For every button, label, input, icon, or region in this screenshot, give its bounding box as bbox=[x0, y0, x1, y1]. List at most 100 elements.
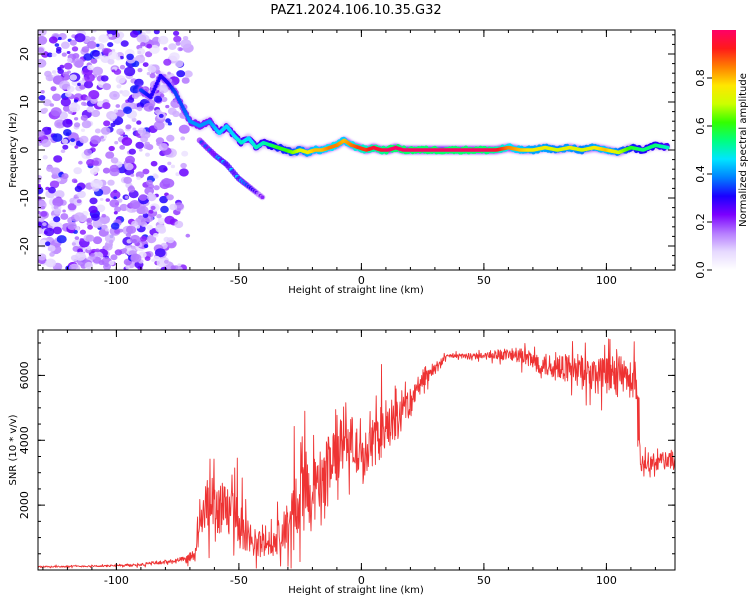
noise-blob bbox=[87, 64, 94, 71]
noise-blob bbox=[81, 101, 87, 106]
noise-blob bbox=[70, 254, 79, 262]
snr-line bbox=[38, 338, 675, 569]
noise-blob bbox=[61, 138, 69, 144]
noise-blob bbox=[74, 117, 79, 121]
noise-blob bbox=[74, 122, 81, 128]
noise-blob bbox=[115, 104, 121, 108]
noise-blob bbox=[140, 54, 144, 58]
noise-blob bbox=[182, 36, 189, 41]
noise-blob bbox=[134, 78, 144, 87]
noise-blob bbox=[136, 176, 141, 181]
noise-blob bbox=[156, 267, 160, 270]
noise-blob bbox=[67, 222, 77, 230]
noise-blob bbox=[45, 241, 51, 246]
noise-blob bbox=[38, 179, 41, 183]
noise-blob bbox=[38, 210, 41, 214]
noise-blob bbox=[167, 71, 171, 75]
noise-blob bbox=[86, 159, 95, 167]
noise-blob bbox=[53, 155, 63, 163]
x-tick-label: -50 bbox=[230, 574, 248, 587]
noise-blob bbox=[87, 40, 97, 49]
noise-blob bbox=[166, 194, 174, 201]
noise-blob bbox=[156, 258, 167, 268]
noise-blob bbox=[43, 99, 52, 107]
noise-blob bbox=[67, 203, 77, 211]
noise-blob bbox=[38, 47, 45, 53]
noise-blob bbox=[89, 197, 98, 205]
noise-blob bbox=[175, 172, 180, 177]
noise-blob bbox=[121, 90, 130, 97]
x-tick-label: -100 bbox=[104, 574, 129, 587]
noise-blob bbox=[105, 151, 115, 159]
noise-blob bbox=[50, 107, 62, 117]
noise-blob bbox=[129, 85, 140, 94]
noise-blob bbox=[91, 109, 101, 118]
noise-blob bbox=[105, 228, 109, 232]
x-tick-label: 100 bbox=[596, 574, 617, 587]
noise-blob bbox=[170, 164, 176, 169]
noise-blob bbox=[180, 136, 186, 141]
noise-blob bbox=[54, 119, 66, 129]
noise-blob bbox=[139, 148, 143, 152]
noise-blob bbox=[71, 178, 78, 184]
noise-blob bbox=[95, 43, 100, 47]
noise-blob bbox=[173, 35, 182, 43]
noise-blob bbox=[100, 135, 104, 139]
noise-blob bbox=[59, 80, 71, 90]
noise-blob bbox=[175, 41, 181, 46]
noise-blob bbox=[74, 212, 85, 222]
noise-blob bbox=[63, 62, 73, 70]
noise-blob bbox=[73, 58, 84, 68]
noise-blob bbox=[70, 138, 75, 143]
noise-blob bbox=[38, 175, 43, 181]
noise-blob bbox=[76, 199, 82, 204]
noise-blob bbox=[138, 194, 148, 201]
noise-blob bbox=[158, 35, 169, 45]
noise-blob bbox=[74, 33, 86, 43]
colorbar-tick-label: 0.0 bbox=[694, 261, 707, 279]
noise-blob bbox=[74, 185, 83, 192]
noise-blob bbox=[92, 179, 103, 189]
noise-blob bbox=[158, 143, 168, 151]
noise-blob bbox=[169, 52, 180, 62]
noise-blob bbox=[108, 51, 119, 60]
noise-blob bbox=[109, 164, 119, 173]
noise-blob bbox=[54, 43, 60, 47]
noise-blob bbox=[46, 165, 54, 172]
noise-blob bbox=[58, 36, 62, 41]
colorbar-tick-label: 0.6 bbox=[694, 117, 707, 135]
ridge-core-dot bbox=[665, 145, 670, 150]
noise-blob bbox=[79, 135, 89, 144]
noise-blob bbox=[180, 162, 187, 169]
noise-blob bbox=[184, 70, 193, 78]
noise-blob bbox=[130, 253, 142, 263]
noise-blob bbox=[167, 121, 172, 126]
noise-blob bbox=[126, 225, 137, 234]
ridge-core-dot bbox=[151, 90, 156, 94]
noise-blob bbox=[54, 190, 65, 199]
noise-blob bbox=[88, 90, 100, 100]
noise-blob bbox=[125, 155, 135, 165]
noise-blob bbox=[53, 208, 62, 215]
noise-blob bbox=[110, 222, 120, 230]
colorbar-tick-label: 0.8 bbox=[694, 69, 707, 87]
noise-blob bbox=[81, 120, 92, 129]
noise-blob bbox=[73, 167, 82, 175]
noise-blob bbox=[144, 141, 151, 147]
snr-panel: -100 -50 0 50 100 2000 4000 6000 Height of str… bbox=[8, 329, 676, 596]
ridge-branch bbox=[196, 137, 266, 201]
noise-blob bbox=[177, 208, 182, 212]
noise-blob bbox=[168, 43, 177, 50]
noise-blob bbox=[153, 30, 160, 35]
noise-blob bbox=[100, 75, 109, 82]
noise-blob bbox=[40, 205, 46, 210]
noise-blob bbox=[88, 205, 98, 214]
noise-blob bbox=[38, 35, 48, 45]
noise-blob bbox=[136, 34, 147, 43]
noise-blob bbox=[109, 90, 120, 100]
noise-blob bbox=[90, 58, 98, 64]
y-tick-label: -10 bbox=[18, 189, 31, 207]
noise-blob bbox=[165, 118, 171, 123]
noise-blob bbox=[116, 128, 124, 135]
